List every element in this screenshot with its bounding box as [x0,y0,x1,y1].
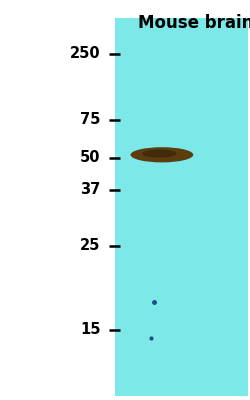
FancyBboxPatch shape [115,18,248,396]
Text: 25: 25 [80,238,100,254]
Ellipse shape [142,150,176,158]
Text: 15: 15 [80,322,100,338]
Ellipse shape [130,147,192,162]
Text: 250: 250 [70,46,100,62]
Text: 75: 75 [80,112,100,128]
Text: 37: 37 [80,182,100,198]
Text: Mouse brain: Mouse brain [138,14,250,32]
Text: 50: 50 [80,150,100,166]
